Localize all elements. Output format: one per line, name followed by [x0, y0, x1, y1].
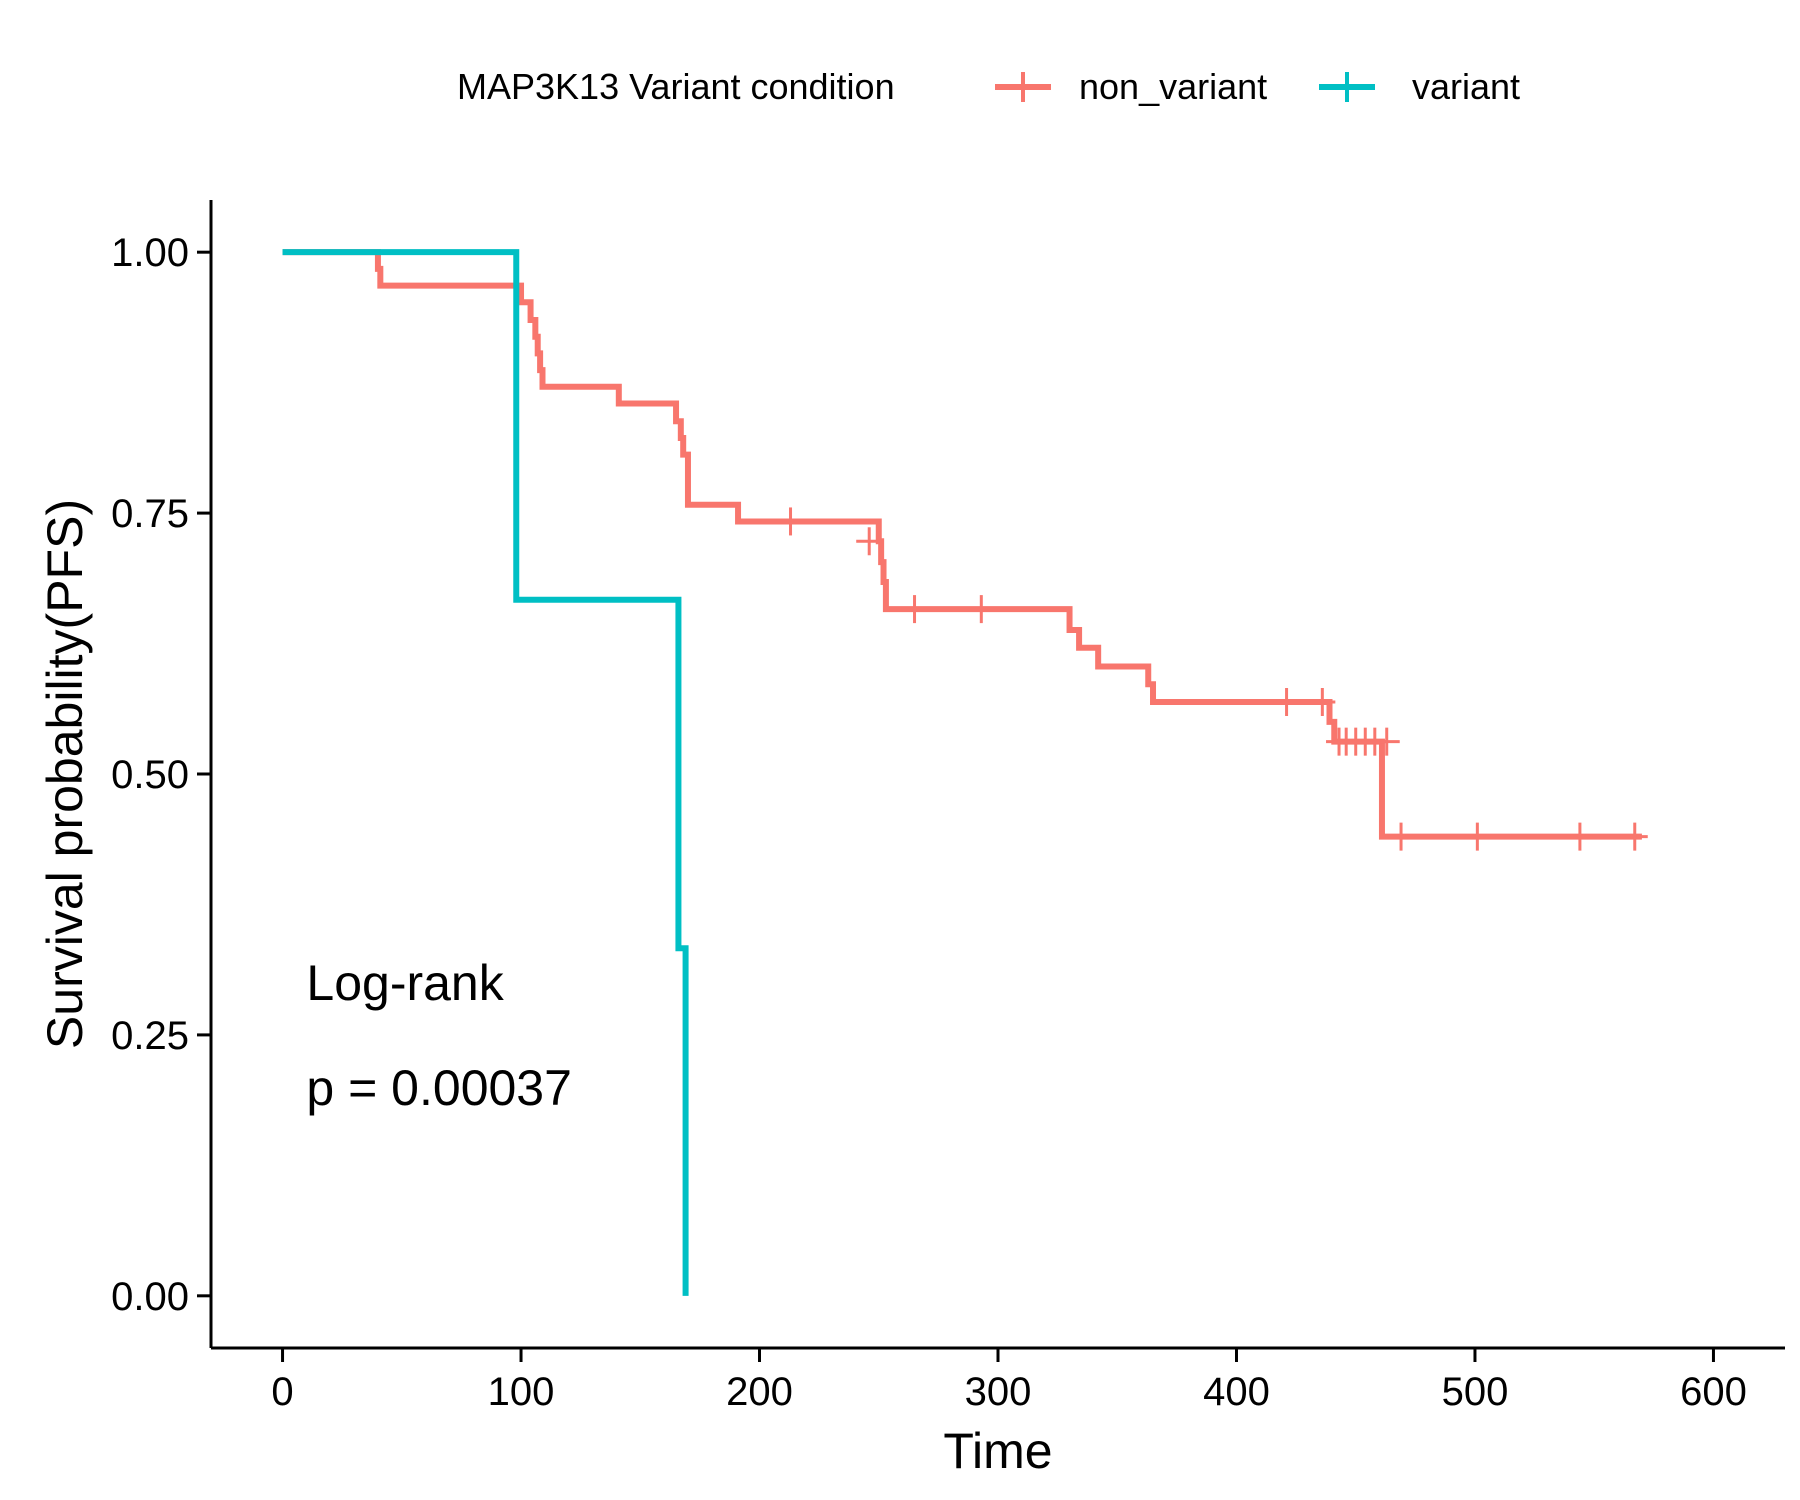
- legend-label-variant: variant: [1412, 66, 1520, 107]
- logrank-label: Log-rank: [306, 955, 504, 1011]
- y-tick-label: 1.00: [111, 231, 189, 275]
- x-axis-title: Time: [943, 1423, 1052, 1479]
- x-tick-label: 0: [271, 1370, 293, 1414]
- legend-entry-variant: variant: [1319, 66, 1520, 107]
- x-tick-label: 400: [1203, 1370, 1270, 1414]
- x-tick-label: 500: [1442, 1370, 1509, 1414]
- survival-curve-variant: [282, 249, 689, 1296]
- legend-label-non-variant: non_variant: [1079, 66, 1267, 107]
- series-layer: [282, 249, 1648, 1296]
- y-axis-title: Survival probability(PFS): [37, 499, 93, 1049]
- legend-title: MAP3K13 Variant condition: [457, 66, 895, 107]
- series-variant: [282, 249, 689, 1296]
- x-tick-label: 100: [488, 1370, 555, 1414]
- x-tick-label: 200: [726, 1370, 793, 1414]
- y-tick-label: 0.50: [111, 753, 189, 797]
- legend: MAP3K13 Variant condition non_variant va…: [457, 66, 1520, 107]
- pvalue-label: p = 0.00037: [306, 1060, 572, 1116]
- survival-curve-non-variant: [282, 249, 1642, 840]
- y-tick-label: 0.75: [111, 492, 189, 536]
- series-non-variant: [282, 249, 1648, 851]
- legend-entry-non-variant: non_variant: [995, 66, 1267, 107]
- y-tick-label: 0.25: [111, 1014, 189, 1058]
- x-tick-label: 300: [965, 1370, 1032, 1414]
- axes: 0 100 200 300 400 500 600 0.00 0.25 0.50 0.75 1.00: [111, 200, 1785, 1414]
- y-tick-label: 0.00: [111, 1275, 189, 1319]
- x-tick-label: 600: [1680, 1370, 1747, 1414]
